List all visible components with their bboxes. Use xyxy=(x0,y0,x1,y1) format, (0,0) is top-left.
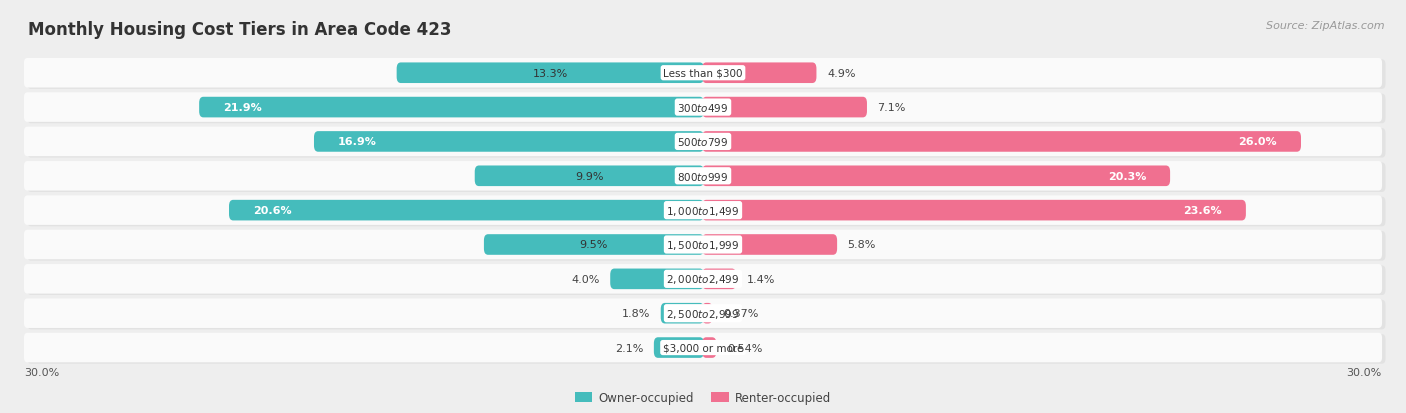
FancyBboxPatch shape xyxy=(24,127,1382,157)
Text: 30.0%: 30.0% xyxy=(1347,367,1382,377)
FancyBboxPatch shape xyxy=(27,60,1385,90)
Text: $1,000 to $1,499: $1,000 to $1,499 xyxy=(666,204,740,217)
FancyBboxPatch shape xyxy=(661,303,704,324)
FancyBboxPatch shape xyxy=(24,196,1382,225)
FancyBboxPatch shape xyxy=(24,59,1382,88)
FancyBboxPatch shape xyxy=(24,93,1382,123)
FancyBboxPatch shape xyxy=(27,129,1385,158)
FancyBboxPatch shape xyxy=(702,235,837,255)
Text: 5.8%: 5.8% xyxy=(848,240,876,250)
FancyBboxPatch shape xyxy=(702,200,1246,221)
FancyBboxPatch shape xyxy=(654,337,704,358)
Text: Less than $300: Less than $300 xyxy=(664,69,742,78)
Text: 4.9%: 4.9% xyxy=(827,69,855,78)
FancyBboxPatch shape xyxy=(702,303,713,324)
FancyBboxPatch shape xyxy=(702,132,1301,152)
FancyBboxPatch shape xyxy=(702,337,716,358)
FancyBboxPatch shape xyxy=(24,230,1382,260)
Text: 2.1%: 2.1% xyxy=(614,343,644,353)
Text: Monthly Housing Cost Tiers in Area Code 423: Monthly Housing Cost Tiers in Area Code … xyxy=(28,21,451,38)
FancyBboxPatch shape xyxy=(702,269,737,290)
Text: 1.8%: 1.8% xyxy=(621,309,650,318)
Text: 9.9%: 9.9% xyxy=(575,171,603,181)
Text: 20.3%: 20.3% xyxy=(1108,171,1146,181)
FancyBboxPatch shape xyxy=(27,163,1385,192)
FancyBboxPatch shape xyxy=(484,235,704,255)
Text: 26.0%: 26.0% xyxy=(1239,137,1277,147)
Text: $800 to $999: $800 to $999 xyxy=(678,171,728,183)
FancyBboxPatch shape xyxy=(27,300,1385,330)
Text: $300 to $499: $300 to $499 xyxy=(678,102,728,114)
Text: Source: ZipAtlas.com: Source: ZipAtlas.com xyxy=(1267,21,1385,31)
FancyBboxPatch shape xyxy=(24,299,1382,328)
FancyBboxPatch shape xyxy=(314,132,704,152)
Text: 21.9%: 21.9% xyxy=(224,103,262,113)
FancyBboxPatch shape xyxy=(27,335,1385,364)
Text: 7.1%: 7.1% xyxy=(877,103,905,113)
FancyBboxPatch shape xyxy=(702,97,868,118)
Text: 1.4%: 1.4% xyxy=(747,274,775,284)
Text: $500 to $799: $500 to $799 xyxy=(678,136,728,148)
FancyBboxPatch shape xyxy=(229,200,704,221)
Text: 4.0%: 4.0% xyxy=(571,274,599,284)
Text: 23.6%: 23.6% xyxy=(1184,206,1222,216)
FancyBboxPatch shape xyxy=(27,232,1385,261)
FancyBboxPatch shape xyxy=(396,63,704,84)
FancyBboxPatch shape xyxy=(27,197,1385,227)
Legend: Owner-occupied, Renter-occupied: Owner-occupied, Renter-occupied xyxy=(575,392,831,404)
Text: 30.0%: 30.0% xyxy=(24,367,59,377)
FancyBboxPatch shape xyxy=(610,269,704,290)
FancyBboxPatch shape xyxy=(24,161,1382,191)
FancyBboxPatch shape xyxy=(24,264,1382,294)
Text: $2,000 to $2,499: $2,000 to $2,499 xyxy=(666,273,740,286)
FancyBboxPatch shape xyxy=(24,333,1382,363)
Text: 0.37%: 0.37% xyxy=(723,309,758,318)
Text: 20.6%: 20.6% xyxy=(253,206,291,216)
Text: $2,500 to $2,999: $2,500 to $2,999 xyxy=(666,307,740,320)
Text: $3,000 or more: $3,000 or more xyxy=(662,343,744,353)
FancyBboxPatch shape xyxy=(475,166,704,187)
FancyBboxPatch shape xyxy=(200,97,704,118)
Text: 13.3%: 13.3% xyxy=(533,69,568,78)
Text: 16.9%: 16.9% xyxy=(337,137,377,147)
Text: 0.54%: 0.54% xyxy=(727,343,762,353)
FancyBboxPatch shape xyxy=(27,95,1385,124)
FancyBboxPatch shape xyxy=(27,266,1385,295)
Text: 9.5%: 9.5% xyxy=(579,240,609,250)
FancyBboxPatch shape xyxy=(702,63,817,84)
FancyBboxPatch shape xyxy=(702,166,1170,187)
Text: $1,500 to $1,999: $1,500 to $1,999 xyxy=(666,238,740,252)
